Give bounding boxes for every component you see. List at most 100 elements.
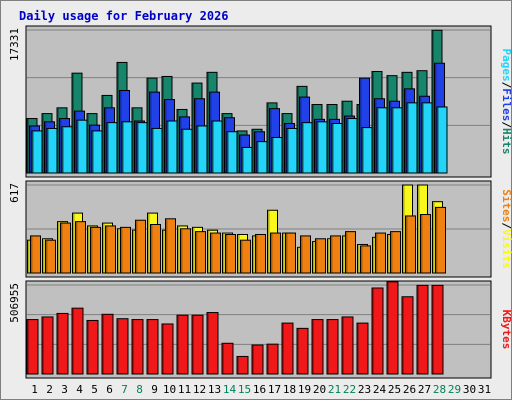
bar-shade: [46, 240, 48, 273]
x-tick-label: 20: [313, 383, 326, 396]
legend-separator: /: [500, 82, 512, 89]
x-tick-label: 24: [373, 383, 387, 396]
bar-sites-day-14: [225, 233, 236, 274]
bar-shade: [376, 233, 378, 273]
bar-shade: [421, 215, 423, 273]
bar-shade: [267, 103, 269, 173]
bar-sites-day-18: [285, 232, 296, 274]
bar-shade: [317, 122, 319, 173]
bar-shade: [255, 132, 257, 173]
x-tick-label: 29: [448, 383, 461, 396]
x-tick-label: 27: [418, 383, 431, 396]
bar-shade: [76, 222, 78, 273]
bar-shade: [418, 185, 420, 273]
bar-shade: [120, 90, 122, 173]
legend-visits-sites: Sites/Visits: [500, 189, 512, 269]
bar-sites-day-8: [135, 219, 146, 274]
bar-kbytes-day-24: [371, 287, 384, 375]
chart-title: Daily usage for February 2026: [19, 9, 229, 23]
bar-kbytes-day-26: [401, 296, 414, 375]
bar-pages-day-15: [241, 146, 253, 174]
bar-shade: [212, 121, 214, 173]
x-tick-label: 31: [478, 383, 491, 396]
bar-shade: [302, 123, 304, 173]
bar-shade: [27, 119, 29, 173]
bar-shade: [372, 72, 374, 173]
bar-shade: [298, 247, 300, 273]
bar-shade: [166, 219, 168, 273]
bar-shade: [177, 315, 179, 374]
bar-kbytes-day-28: [431, 284, 444, 375]
bar-shade: [283, 233, 285, 273]
bar-shade: [286, 233, 288, 273]
bar-kbytes-day-5: [86, 319, 99, 375]
legend-sites: Sites: [500, 189, 512, 222]
bar-kbytes-day-10: [161, 323, 174, 375]
bar-pages-day-28: [436, 106, 448, 174]
bar-shade: [102, 314, 104, 374]
bar-shade: [282, 114, 284, 173]
bar-shade: [237, 356, 239, 374]
x-tick-label: 12: [193, 383, 206, 396]
bar-shade: [257, 142, 259, 173]
bar-shade: [27, 320, 29, 374]
bar-sites-day-27: [420, 214, 431, 274]
bar-sites-day-13: [210, 232, 221, 274]
bar-shade: [297, 328, 299, 374]
bar-shade: [362, 128, 364, 173]
bar-sites-day-11: [180, 228, 191, 274]
bar-shade: [242, 147, 244, 173]
bar-shade: [91, 227, 93, 273]
bar-shade: [31, 236, 33, 273]
bar-shade: [193, 227, 195, 273]
bar-shade: [391, 232, 393, 273]
bar-shade: [103, 223, 105, 273]
bar-sites-day-2: [45, 239, 56, 274]
bar-shade: [316, 239, 318, 273]
x-tick-label: 16: [253, 383, 266, 396]
bar-shade: [132, 108, 134, 173]
bar-shade: [301, 236, 303, 273]
bar-shade: [272, 138, 274, 173]
x-tick-label: 7: [121, 383, 128, 396]
bar-sites-day-9: [150, 224, 161, 274]
x-tick-label: 26: [403, 383, 416, 396]
bar-shade: [402, 297, 404, 374]
bar-shade: [346, 232, 348, 273]
bar-pages-day-17: [271, 137, 283, 174]
bar-shade: [252, 345, 254, 374]
bar-shade: [313, 242, 315, 273]
bar-shade: [87, 114, 89, 173]
bar-shade: [195, 99, 197, 173]
bar-shade: [211, 233, 213, 273]
bar-kbytes-day-23: [356, 322, 369, 375]
bar-kbytes-day-18: [281, 322, 294, 375]
bar-shade: [267, 344, 269, 374]
bar-sites-day-28: [435, 206, 446, 274]
bar-shade: [163, 230, 165, 273]
bar-sites-day-19: [300, 235, 311, 274]
y-max-label: 617: [8, 183, 21, 203]
x-tick-label: 22: [343, 383, 356, 396]
bar-shade: [197, 126, 199, 173]
bar-pages-day-10: [166, 120, 178, 174]
bar-pages-day-9: [151, 127, 163, 174]
x-tick-label: 8: [136, 383, 143, 396]
bar-shade: [328, 239, 330, 273]
bar-shade: [433, 202, 435, 273]
bar-shade: [330, 119, 332, 173]
x-tick-label: 9: [151, 383, 158, 396]
bar-kbytes-day-8: [131, 319, 144, 375]
bar-shade: [256, 234, 258, 273]
bar-shade: [178, 226, 180, 273]
bar-kbytes-day-13: [206, 312, 219, 375]
bar-shade: [165, 100, 167, 173]
bar-shade: [357, 105, 359, 173]
bar-shade: [222, 343, 224, 374]
bar-sites-day-20: [315, 238, 326, 274]
bar-sites-day-16: [255, 233, 266, 274]
bar-shade: [357, 323, 359, 374]
bar-sites-day-26: [405, 215, 416, 274]
bar-shade: [268, 210, 270, 273]
